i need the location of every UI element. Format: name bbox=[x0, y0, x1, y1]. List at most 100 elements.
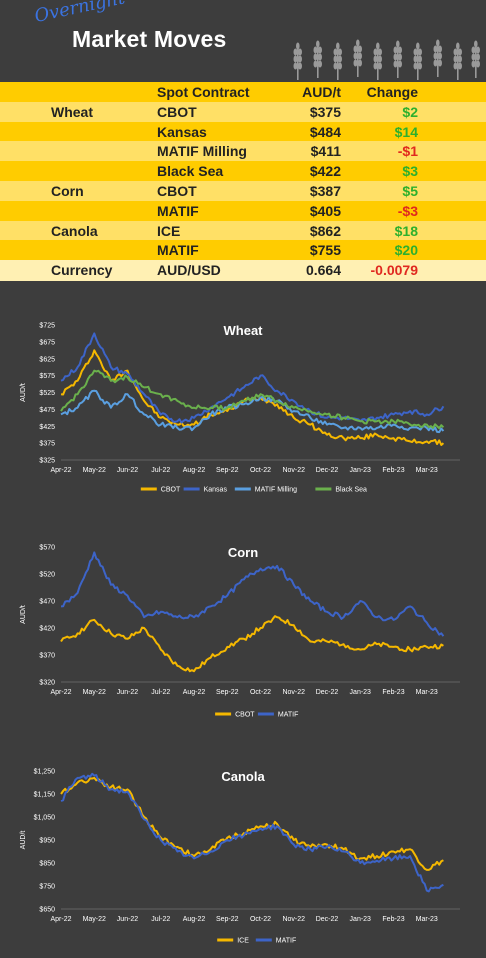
x-tick-label: Mar-23 bbox=[416, 916, 438, 923]
price-value: 0.664 bbox=[305, 262, 341, 279]
table-row: Kansas $484 $14 bbox=[0, 121, 486, 142]
table-row: Currency AUD/USD 0.664 -0.0079 bbox=[0, 260, 486, 282]
contract-label: Kansas bbox=[157, 123, 207, 140]
x-tick-label: Jun-22 bbox=[117, 689, 139, 696]
y-tick-label: $475 bbox=[39, 407, 55, 414]
chart-title: Canola bbox=[221, 769, 265, 784]
y-tick-label: $520 bbox=[39, 572, 55, 579]
header-price: AUD/t bbox=[302, 84, 341, 100]
legend-label: MATIF bbox=[278, 712, 298, 719]
x-tick-label: Jan-23 bbox=[350, 467, 372, 474]
header-change: Change bbox=[366, 84, 418, 100]
legend-label: Black Sea bbox=[335, 487, 367, 494]
group-label: Currency bbox=[51, 262, 113, 279]
price-value: $862 bbox=[309, 222, 341, 239]
x-tick-label: Nov-22 bbox=[282, 689, 305, 696]
y-tick-label: $375 bbox=[39, 441, 55, 448]
contract-label: MATIF Milling bbox=[157, 143, 247, 160]
x-tick-label: Nov-22 bbox=[282, 467, 305, 474]
x-tick-label: Feb-23 bbox=[382, 689, 404, 696]
y-tick-label: $850 bbox=[39, 861, 55, 868]
y-tick-label: $675 bbox=[39, 339, 55, 346]
series-line-cbot bbox=[60, 615, 444, 673]
y-tick-label: $1,250 bbox=[34, 769, 56, 776]
legend-label: MATIF Milling bbox=[255, 487, 297, 494]
x-tick-label: Feb-23 bbox=[382, 467, 404, 474]
y-tick-label: $1,150 bbox=[34, 792, 56, 799]
table-row: Canola ICE $862 $18 bbox=[0, 220, 486, 241]
price-value: $755 bbox=[309, 242, 341, 259]
chart-title: Wheat bbox=[224, 323, 264, 338]
x-tick-label: Jun-22 bbox=[117, 467, 139, 474]
x-tick-label: Jan-23 bbox=[350, 689, 372, 696]
x-tick-label: Dec-22 bbox=[316, 467, 339, 474]
x-tick-label: Aug-22 bbox=[183, 467, 206, 474]
x-tick-label: May-22 bbox=[83, 467, 106, 474]
change-value: $2 bbox=[402, 103, 418, 120]
y-tick-label: $370 bbox=[39, 653, 55, 660]
contract-label: CBOT bbox=[157, 103, 197, 120]
x-tick-label: May-22 bbox=[83, 689, 106, 696]
legend-label: CBOT bbox=[235, 712, 255, 719]
table-row: Corn CBOT $387 $5 bbox=[0, 180, 486, 201]
x-tick-label: Aug-22 bbox=[183, 916, 206, 923]
table-row: Black Sea $422 $3 bbox=[0, 161, 486, 181]
contract-label: MATIF bbox=[157, 242, 199, 259]
x-tick-label: Dec-22 bbox=[316, 689, 339, 696]
price-table: Spot Contract AUD/t Change Wheat CBOT $3… bbox=[0, 82, 486, 282]
header-contract: Spot Contract bbox=[157, 84, 250, 100]
legend-label: MATIF bbox=[276, 938, 296, 945]
y-tick-label: $570 bbox=[39, 545, 55, 552]
table-row: MATIF $405 -$3 bbox=[0, 200, 486, 221]
y-tick-label: $950 bbox=[39, 838, 55, 845]
y-tick-label: $750 bbox=[39, 884, 55, 891]
corn-chart: Corn AUD/t $570 $520 $470 $420 $370 $320 Apr-22 M… bbox=[20, 545, 460, 719]
x-tick-label: Apr-22 bbox=[50, 467, 71, 474]
y-tick-label: $525 bbox=[39, 390, 55, 397]
legend-label: CBOT bbox=[161, 487, 181, 494]
change-value: $5 bbox=[402, 182, 418, 199]
x-tick-label: Sep-22 bbox=[216, 689, 239, 696]
change-value: $18 bbox=[394, 222, 418, 239]
table-row: MATIF Milling $411 -$1 bbox=[0, 141, 486, 162]
chart-title: Corn bbox=[228, 545, 258, 560]
x-tick-label: Mar-23 bbox=[416, 467, 438, 474]
x-tick-label: Dec-22 bbox=[316, 916, 339, 923]
x-tick-label: Jul-22 bbox=[151, 467, 170, 474]
y-tick-label: $625 bbox=[39, 356, 55, 363]
x-tick-label: Sep-22 bbox=[216, 916, 239, 923]
change-value: -0.0079 bbox=[370, 262, 418, 279]
wheat-chart: Wheat AUD/t $725 $675 $625 $575 $525 $475 $425 $3… bbox=[20, 323, 460, 494]
y-axis-label: AUD/t bbox=[20, 605, 27, 624]
change-value: $3 bbox=[402, 163, 418, 180]
x-tick-label: May-22 bbox=[83, 916, 106, 923]
price-value: $411 bbox=[310, 143, 341, 160]
series-line-kansas bbox=[60, 332, 445, 424]
y-tick-label: $725 bbox=[39, 323, 55, 330]
contract-label: MATIF bbox=[157, 202, 199, 219]
y-tick-label: $575 bbox=[39, 373, 55, 380]
price-value: $375 bbox=[309, 103, 341, 120]
x-tick-label: Jul-22 bbox=[151, 689, 170, 696]
y-tick-label: $325 bbox=[39, 458, 55, 465]
x-tick-label: Apr-22 bbox=[50, 916, 71, 923]
x-tick-label: Apr-22 bbox=[50, 689, 71, 696]
x-tick-label: Mar-23 bbox=[416, 689, 438, 696]
y-tick-label: $1,050 bbox=[34, 815, 56, 822]
x-tick-label: Oct-22 bbox=[250, 689, 271, 696]
contract-label: AUD/USD bbox=[157, 262, 221, 279]
series-line-matif bbox=[60, 551, 445, 637]
contract-label: ICE bbox=[157, 222, 181, 239]
legend-label: Kansas bbox=[204, 487, 228, 494]
price-value: $484 bbox=[309, 123, 341, 140]
page-title: Market Moves bbox=[72, 26, 227, 52]
series-line-matif bbox=[60, 772, 444, 893]
x-tick-label: Oct-22 bbox=[250, 467, 271, 474]
table-row: Wheat CBOT $375 $2 bbox=[0, 101, 486, 122]
change-value: $20 bbox=[394, 242, 418, 259]
change-value: -$1 bbox=[397, 143, 418, 160]
group-label: Wheat bbox=[51, 103, 93, 120]
x-tick-label: Aug-22 bbox=[183, 689, 206, 696]
wheat-icon bbox=[293, 39, 480, 80]
series-line-ice bbox=[60, 776, 444, 871]
